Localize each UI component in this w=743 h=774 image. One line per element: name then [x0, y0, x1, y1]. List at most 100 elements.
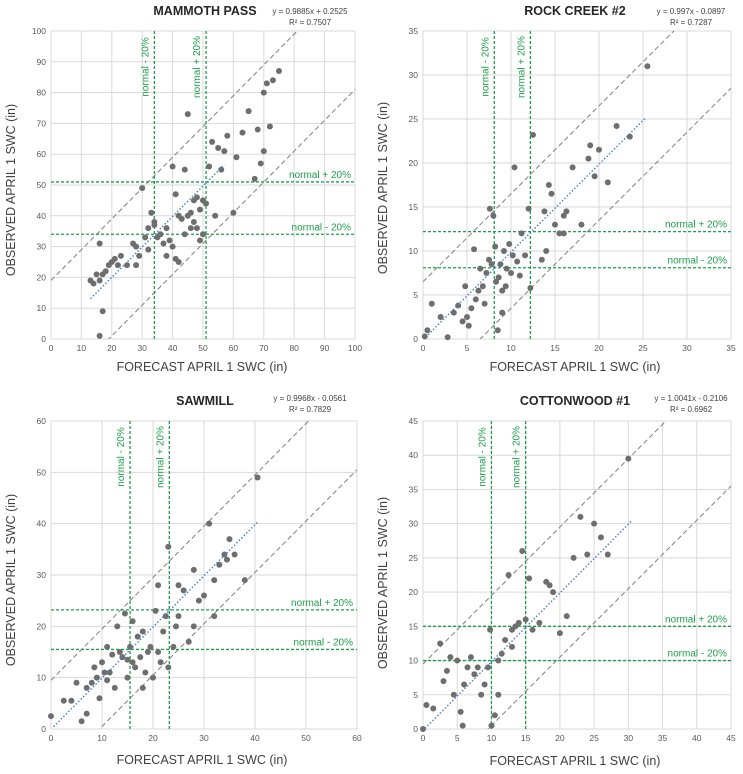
data-point [245, 108, 252, 115]
normal-minus-20-horizontal-label: normal - 20% [294, 637, 354, 648]
data-point [90, 280, 97, 287]
data-point [185, 638, 192, 645]
data-point [440, 678, 447, 685]
data-point [212, 212, 219, 219]
data-point [216, 561, 223, 568]
data-point [241, 577, 248, 584]
x-tick-label: 50 [198, 343, 208, 353]
y-tick-label: 60 [37, 416, 47, 426]
data-point [190, 623, 197, 630]
data-point [257, 160, 264, 167]
data-point [142, 234, 149, 241]
y-tick-label: 30 [37, 242, 47, 252]
y-tick-label: 30 [37, 570, 47, 580]
data-point [127, 643, 134, 650]
data-point [124, 674, 131, 681]
y-tick-label: 5 [413, 690, 418, 700]
x-tick-label: 10 [487, 733, 497, 743]
trend-line [53, 521, 259, 728]
x-tick-label: 20 [107, 343, 117, 353]
y-tick-label: 60 [37, 149, 47, 159]
data-point [145, 246, 152, 253]
data-point [492, 243, 499, 250]
data-point [193, 225, 200, 232]
normal-minus-20-vertical-label: normal - 20% [116, 427, 127, 487]
data-point [493, 278, 500, 285]
data-point [73, 679, 80, 686]
lower-bound-line [479, 87, 731, 339]
data-point [195, 597, 202, 604]
data-point [148, 209, 155, 216]
data-point [144, 649, 151, 655]
data-point [48, 713, 54, 720]
x-axis-title: FORECAST APRIL 1 SWC (in) [117, 360, 288, 374]
x-tick-label: 30 [137, 343, 147, 353]
data-point [457, 708, 464, 715]
data-point [522, 616, 529, 623]
data-point [181, 231, 188, 238]
data-point [169, 163, 176, 170]
regression-equation: y = 0.997x - 0.0897 [657, 7, 726, 16]
x-tick-label: 20 [148, 733, 158, 743]
data-point [459, 722, 466, 729]
normal-minus-20-vertical-label: normal - 20% [480, 37, 491, 97]
data-point [468, 305, 475, 312]
normal-plus-20-horizontal-label: normal + 20% [289, 170, 351, 181]
data-point [577, 513, 584, 520]
data-point [93, 271, 100, 278]
data-point [133, 243, 140, 250]
data-point [485, 664, 492, 671]
normal-plus-20-horizontal-label: normal + 20% [665, 614, 727, 625]
data-point [211, 613, 218, 620]
data-point [467, 654, 474, 661]
data-point [499, 309, 506, 316]
data-point [545, 182, 552, 188]
x-tick-label: 45 [726, 733, 736, 743]
data-point [180, 587, 187, 594]
data-point [508, 643, 515, 650]
data-point [563, 613, 570, 620]
x-tick-label: 20 [555, 733, 565, 743]
lower-bound-line [487, 485, 731, 729]
data-point [96, 277, 103, 284]
y-tick-label: 40 [37, 519, 47, 529]
chart-title: ROCK CREEK #2 [524, 4, 625, 18]
data-point [472, 296, 479, 303]
data-point [550, 589, 557, 596]
data-point [478, 691, 485, 698]
normal-minus-20-horizontal-label: normal - 20% [668, 649, 728, 660]
data-point [230, 209, 237, 216]
data-point [497, 261, 504, 268]
data-point [129, 659, 136, 666]
data-point [172, 191, 179, 198]
y-tick-label: 10 [37, 673, 47, 683]
y-tick-label: 35 [409, 26, 419, 36]
y-tick-label: 20 [409, 587, 419, 597]
data-point [459, 318, 466, 325]
x-tick-label: 60 [352, 733, 362, 743]
upper-bound-line [51, 31, 298, 281]
data-point [224, 132, 231, 139]
data-point [502, 637, 509, 644]
data-point [530, 131, 536, 138]
y-tick-label: 50 [37, 467, 47, 477]
r-squared: R² = 0.6962 [670, 405, 713, 414]
data-point [578, 221, 585, 228]
x-tick-label: 60 [229, 343, 239, 353]
data-point [206, 520, 213, 527]
x-axis-title: FORECAST APRIL 1 SWC (in) [490, 360, 661, 374]
data-point [215, 145, 222, 152]
y-tick-label: 0 [413, 724, 418, 734]
y-axis-title: OBSERVED APRIL 1 SWC (in) [4, 104, 18, 276]
data-point [437, 640, 444, 647]
data-point [519, 548, 526, 555]
data-point [187, 209, 194, 216]
y-tick-label: 20 [37, 621, 47, 631]
data-point [444, 334, 451, 341]
data-point [157, 659, 164, 666]
y-tick-label: 25 [409, 114, 419, 124]
data-point [464, 664, 471, 671]
data-point [481, 300, 488, 307]
x-tick-label: 90 [320, 343, 330, 353]
data-point [596, 146, 602, 153]
